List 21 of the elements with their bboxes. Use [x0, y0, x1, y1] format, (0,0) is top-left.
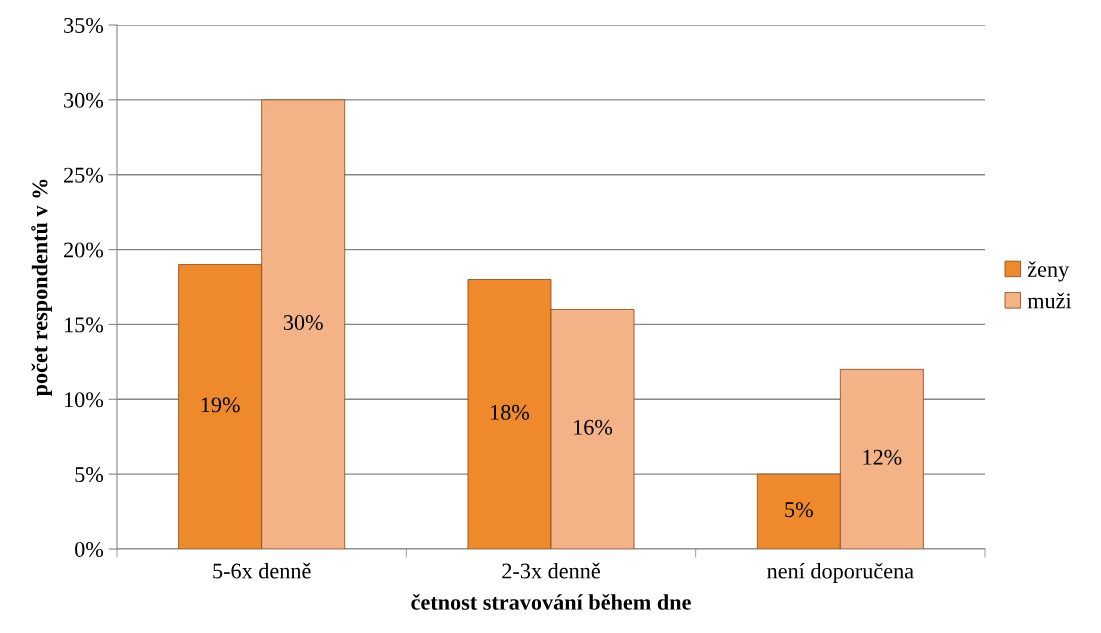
- y-tick-label: 20%: [64, 242, 104, 258]
- data-label: 12%: [863, 449, 902, 465]
- data-label: 16%: [574, 419, 613, 435]
- y-tick-label: 15%: [65, 317, 104, 333]
- data-label: 18%: [491, 404, 530, 420]
- legend-label: ženy: [1027, 261, 1070, 282]
- data-label: 19%: [201, 397, 240, 413]
- data-label: 30%: [283, 314, 323, 331]
- y-tick-label: 30%: [64, 92, 104, 108]
- y-tick-label: 10%: [65, 392, 104, 408]
- y-tick-label: 5%: [75, 467, 104, 483]
- legend-label: muži: [1027, 292, 1072, 309]
- x-axis-title: četnost stravování během dne: [411, 593, 691, 610]
- y-tick-label: 25%: [64, 167, 104, 183]
- y-axis-title: počet respondentů v %: [31, 179, 52, 397]
- x-tick-label: není doporučena: [767, 562, 914, 584]
- y-tick-label: 35%: [64, 17, 104, 33]
- data-label: 5%: [785, 502, 813, 518]
- x-tick-label: 2-3x denně: [502, 562, 600, 579]
- x-tick-label: 5-6x denně: [213, 562, 311, 579]
- y-tick-label: 0%: [75, 541, 104, 557]
